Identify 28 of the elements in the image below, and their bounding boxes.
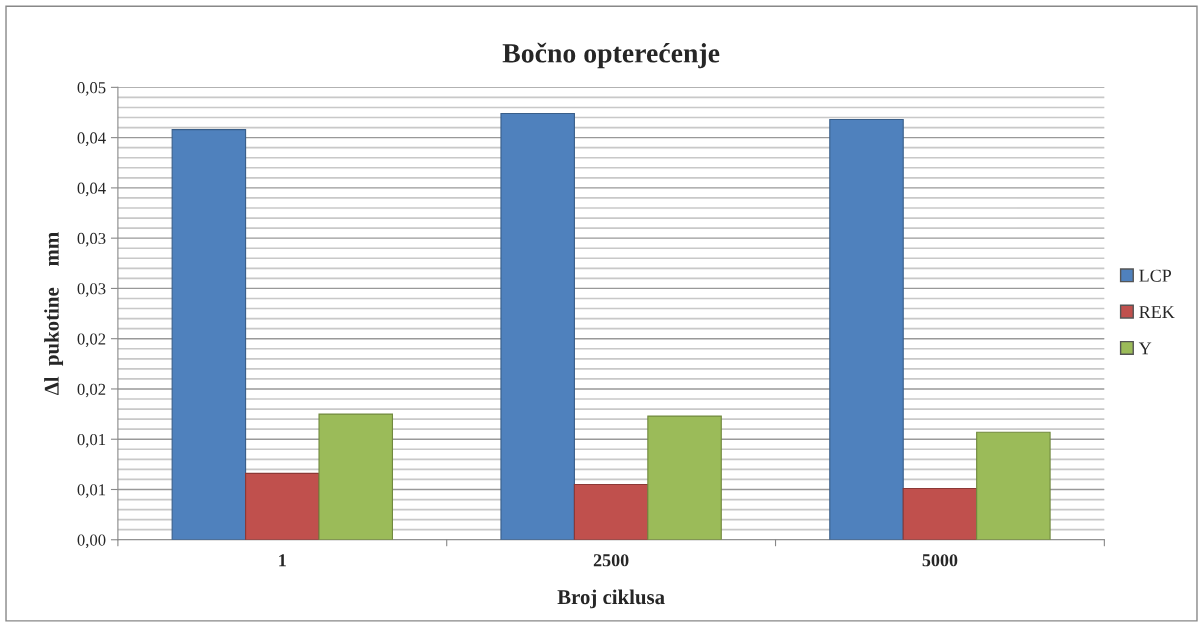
chart-title: Bočno opterećenje <box>502 42 720 69</box>
y-tick-label: 0,04 <box>77 132 106 146</box>
x-tick-label: 2500 <box>593 554 629 567</box>
x-axis-title: Broj ciklusa <box>557 589 665 609</box>
legend-label: Y <box>1138 342 1152 355</box>
x-tick-label: 1 <box>279 554 286 567</box>
x-tick-label: 5000 <box>922 554 958 567</box>
y-tick-label: 0,01 <box>77 484 106 498</box>
y-tick-label: 0,00 <box>77 534 106 549</box>
bar <box>500 112 575 540</box>
y-tick-label: 0,01 <box>77 433 106 448</box>
bar <box>829 118 904 540</box>
bar <box>976 431 1051 540</box>
y-tick-label: 0,03 <box>77 283 106 297</box>
y-tick-label: 0,02 <box>77 383 106 398</box>
y-tick-label: 0,03 <box>77 232 106 247</box>
y-axis-title: Δl pukotine mm <box>44 232 64 396</box>
legend-label: REK <box>1139 306 1175 318</box>
bar <box>573 483 649 540</box>
bar <box>171 129 247 540</box>
legend-label: LCP <box>1139 269 1172 282</box>
bar <box>902 487 978 540</box>
y-tick-label: 0,05 <box>77 82 106 96</box>
bar <box>245 472 320 540</box>
bar <box>318 413 394 540</box>
bar <box>647 415 722 540</box>
y-tick-label: 0,02 <box>77 333 106 348</box>
y-tick-label: 0,04 <box>77 182 106 197</box>
